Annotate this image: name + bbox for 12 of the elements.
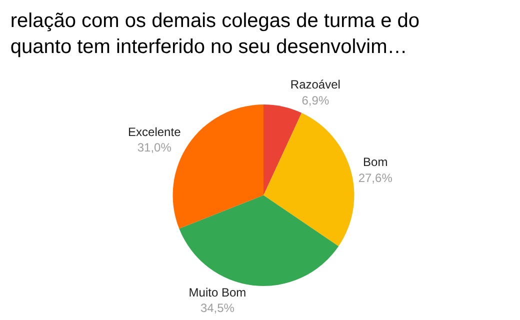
pie-slice: [264, 104, 302, 196]
slice-label: Excelente: [128, 124, 182, 139]
slice-label: Bom: [363, 155, 388, 170]
data-label: 31,0%: [137, 140, 172, 154]
data-label: 34,5%: [200, 300, 235, 315]
pie-slice: [264, 112, 354, 246]
pie-slice: [179, 195, 339, 286]
slice-label: Muito Bom: [188, 285, 246, 300]
data-label: 27,6%: [358, 170, 393, 185]
chart-title: relação com os demais colegas de turma e do quanto tem interferido no seu desenvolvim…: [10, 10, 420, 58]
slice-label: Razoável: [290, 78, 340, 92]
data-label: 6,9%: [302, 93, 330, 108]
